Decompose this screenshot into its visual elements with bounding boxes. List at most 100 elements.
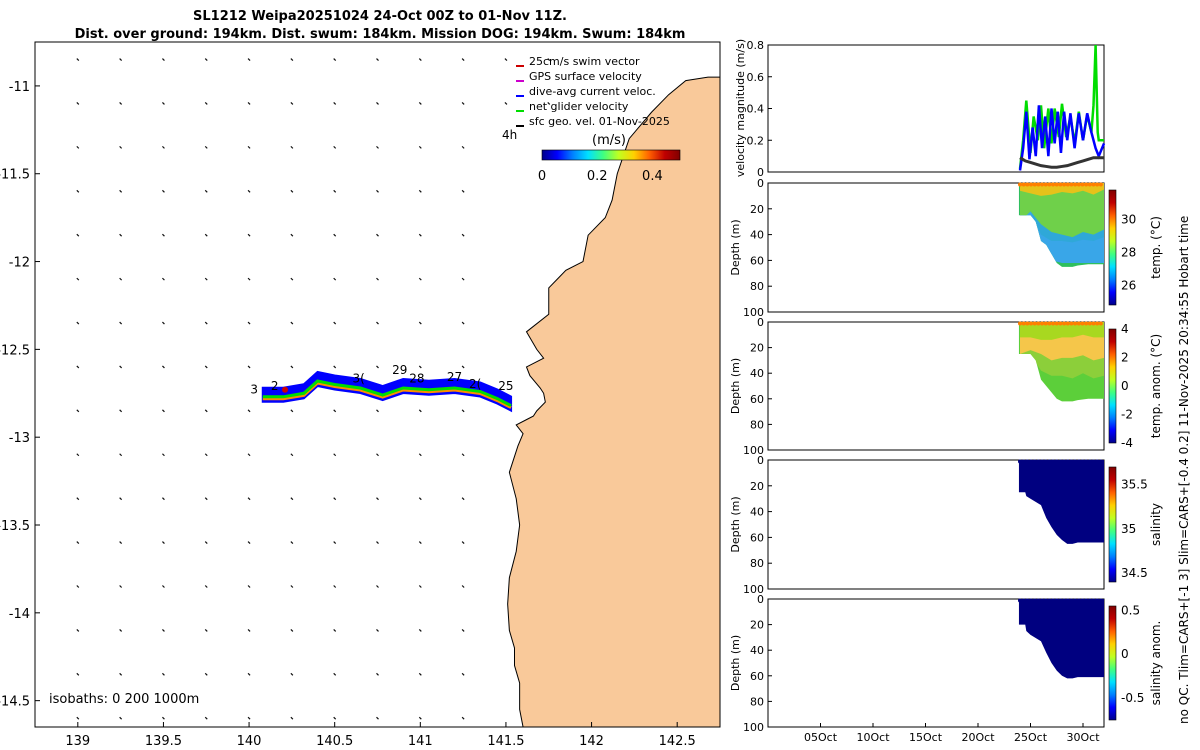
surface-sample-dot xyxy=(1065,459,1070,464)
geo-velocity-arrow xyxy=(418,541,422,545)
geo-velocity-arrow xyxy=(247,277,251,281)
section-colorbar xyxy=(1108,466,1117,583)
date-tick-label: 25Oct xyxy=(1014,731,1048,744)
surface-sample-dot xyxy=(1054,459,1059,464)
geo-velocity-arrow xyxy=(333,541,337,545)
surface-sample-dot xyxy=(1080,182,1085,187)
scale-label: 4h xyxy=(502,128,517,142)
x-tick-label: 140.5 xyxy=(316,734,353,749)
geo-velocity-arrow xyxy=(204,277,208,281)
depth-axis-label: Depth (m) xyxy=(729,219,742,275)
geo-velocity-arrow xyxy=(204,102,208,105)
y-tick-label: -11 xyxy=(9,80,30,95)
surface-sample-dot xyxy=(1062,598,1067,603)
surface-sample-dot xyxy=(1087,598,1092,603)
surface-sample-dot xyxy=(1040,182,1045,187)
section-colorbar xyxy=(1108,328,1117,444)
depth-tick-label: 100 xyxy=(743,721,764,734)
depth-axis-label: Depth (m) xyxy=(729,496,742,552)
surface-sample-dot xyxy=(1021,321,1026,326)
surface-sample-dot xyxy=(1076,321,1081,326)
geo-velocity-arrow xyxy=(418,233,422,237)
surface-sample-dot xyxy=(1076,182,1081,187)
geo-velocity-arrow xyxy=(204,409,208,413)
surface-sample-dot xyxy=(1065,182,1070,187)
geo-velocity-arrow xyxy=(119,628,123,632)
surface-sample-dot xyxy=(1032,459,1037,464)
surface-sample-dot xyxy=(1043,459,1048,464)
geo-velocity-arrow xyxy=(76,497,80,501)
geo-velocity-arrow xyxy=(290,321,294,325)
surface-sample-dot xyxy=(1098,182,1103,187)
geo-velocity-arrow xyxy=(247,102,251,105)
geo-velocity-arrow xyxy=(204,233,208,237)
y-tick-label: -14.5 xyxy=(0,695,30,710)
geo-velocity-arrow xyxy=(461,497,465,501)
colorbar-tick: 0.2 xyxy=(587,169,608,184)
geo-velocity-arrow xyxy=(204,365,208,369)
geo-velocity-arrow xyxy=(76,145,80,149)
geo-velocity-arrow xyxy=(376,541,379,545)
geo-velocity-arrow xyxy=(204,716,208,720)
x-tick-label: 141.5 xyxy=(487,734,524,749)
geo-velocity-arrow xyxy=(418,102,422,105)
surface-sample-dot xyxy=(1091,182,1096,187)
geo-velocity-arrow xyxy=(333,628,337,632)
geo-velocity-arrow xyxy=(290,628,294,632)
geo-velocity-arrow xyxy=(162,409,165,413)
surface-sample-dot xyxy=(1051,182,1056,187)
section-base-fill xyxy=(1018,599,1104,679)
surface-sample-dot xyxy=(1051,598,1056,603)
legend-label: sfc geo. vel. 01-Nov-2025 xyxy=(529,115,670,128)
colorbar-tick: -4 xyxy=(1121,436,1133,450)
surface-sample-dot xyxy=(1051,321,1056,326)
geo-velocity-arrow xyxy=(162,277,165,281)
geo-velocity-arrow xyxy=(119,58,123,61)
geo-velocity-arrow xyxy=(290,585,294,588)
geo-velocity-arrow xyxy=(162,541,165,545)
surface-sample-dot xyxy=(1069,321,1074,326)
colorbar-tick: 2 xyxy=(1121,351,1129,365)
geo-velocity-arrow xyxy=(204,453,208,457)
geo-velocity-arrow xyxy=(376,497,379,501)
map-colorbar xyxy=(541,149,681,161)
surface-sample-dot xyxy=(1036,182,1041,187)
velocity-series-line xyxy=(1018,105,1106,171)
velocity-series-line xyxy=(1019,156,1104,169)
geo-velocity-arrow xyxy=(376,102,379,105)
x-tick-label: 142.5 xyxy=(659,734,696,749)
geo-velocity-arrow xyxy=(204,497,208,501)
colorbar-tick: 4 xyxy=(1121,322,1129,336)
geo-velocity-arrow xyxy=(162,716,165,720)
geo-velocity-arrow xyxy=(76,628,80,632)
colorbar-tick: 0.4 xyxy=(642,169,663,184)
swim-track-line xyxy=(262,381,512,409)
geo-velocity-arrow xyxy=(418,321,422,325)
surface-sample-dot xyxy=(1058,321,1063,326)
depth-tick-label: 100 xyxy=(743,306,764,319)
geo-velocity-arrow xyxy=(204,672,208,676)
geo-velocity-arrow xyxy=(162,58,165,61)
geo-velocity-arrow xyxy=(376,628,379,632)
surface-sample-dot xyxy=(1040,459,1045,464)
geo-velocity-arrow xyxy=(333,102,337,105)
geo-velocity-arrow xyxy=(204,541,208,545)
surface-sample-dot xyxy=(1018,598,1022,603)
geo-velocity-arrow xyxy=(162,365,165,369)
geo-velocity-arrow xyxy=(119,189,123,193)
x-tick-label: 140 xyxy=(237,734,262,749)
geo-velocity-arrow xyxy=(333,585,337,588)
geo-velocity-arrow xyxy=(290,277,294,281)
geo-velocity-arrow xyxy=(418,409,422,413)
depth-tick-label: 0 xyxy=(757,177,764,190)
geo-velocity-arrow xyxy=(247,628,251,632)
geo-velocity-arrow xyxy=(418,453,422,457)
geo-velocity-arrow xyxy=(247,585,251,588)
geo-velocity-arrow xyxy=(504,102,508,105)
geo-velocity-arrow xyxy=(204,189,208,193)
legend-label: GPS surface velocity xyxy=(529,70,642,83)
geo-velocity-arrow xyxy=(461,672,465,676)
surface-sample-dot xyxy=(1018,321,1022,326)
net-glider-track-line xyxy=(262,379,512,407)
geo-velocity-arrow xyxy=(290,409,294,413)
